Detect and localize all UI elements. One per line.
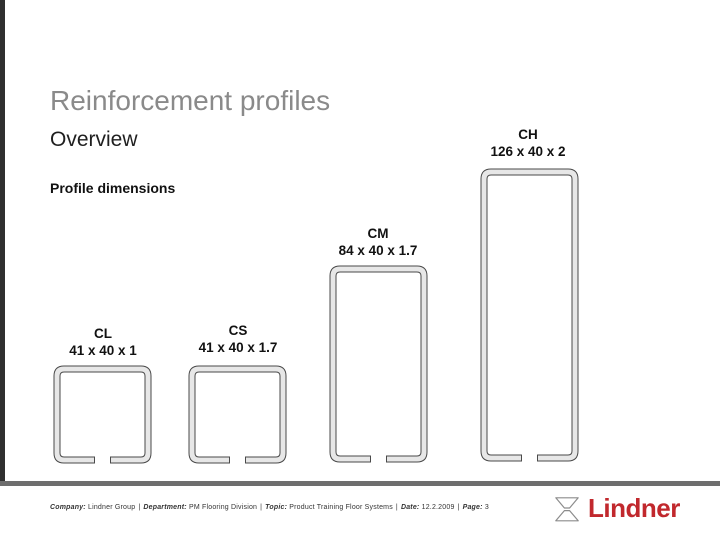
lindner-logo: Lindner	[555, 493, 715, 526]
left-edge-bar	[0, 0, 5, 486]
profile-shape-cl	[53, 365, 152, 464]
footer-value: 12.2.2009	[421, 504, 455, 511]
lindner-hourglass-icon	[555, 497, 579, 522]
profile-label-cm: CM 84 x 40 x 1.7	[339, 225, 418, 259]
profile-label-ch: CH 126 x 40 x 2	[490, 126, 565, 160]
footer-value: Product Training Floor Systems	[289, 504, 393, 511]
footer-separator: |	[138, 504, 141, 511]
slide-subtitle: Overview	[50, 128, 138, 151]
profile-name: CM	[367, 226, 389, 241]
slide-title: Reinforcement profiles	[50, 85, 331, 116]
footer-label: Topic:	[265, 504, 290, 511]
profile-dimensions: 41 x 40 x 1.7	[198, 340, 278, 355]
footer-value: 3	[484, 504, 489, 511]
profile-label-cl: CL 41 x 40 x 1	[69, 325, 137, 359]
footer-label: Page:	[462, 504, 485, 511]
footer-label: Department:	[143, 504, 189, 511]
profile-dimensions: 84 x 40 x 1.7	[338, 243, 418, 258]
profile-dimensions: 41 x 40 x 1	[69, 343, 137, 358]
footer-label: Date:	[400, 504, 422, 511]
profile-name: CH	[518, 127, 538, 142]
footer-value: Lindner Group	[87, 504, 136, 511]
profile-name: CL	[94, 326, 112, 341]
footer-separator: |	[395, 504, 398, 511]
footer-label: Company:	[50, 504, 88, 511]
profile-shape-cm	[329, 265, 428, 463]
section-heading: Profile dimensions	[50, 180, 176, 196]
profile-name: CS	[228, 323, 248, 338]
footer-separator: |	[260, 504, 263, 511]
profile-dimensions: 126 x 40 x 2	[490, 144, 566, 159]
profile-shape-ch	[480, 168, 579, 462]
footer-value: PM Flooring Division	[188, 504, 258, 511]
footer-separator: |	[457, 504, 460, 511]
footer-info: Company: Lindner Group | Department: PM Fl…	[50, 504, 520, 511]
footer-rule	[0, 481, 720, 486]
lindner-logo-text: Lindner	[588, 493, 680, 523]
profile-label-cs: CS 41 x 40 x 1.7	[199, 322, 278, 356]
profile-shape-cs	[188, 365, 287, 464]
